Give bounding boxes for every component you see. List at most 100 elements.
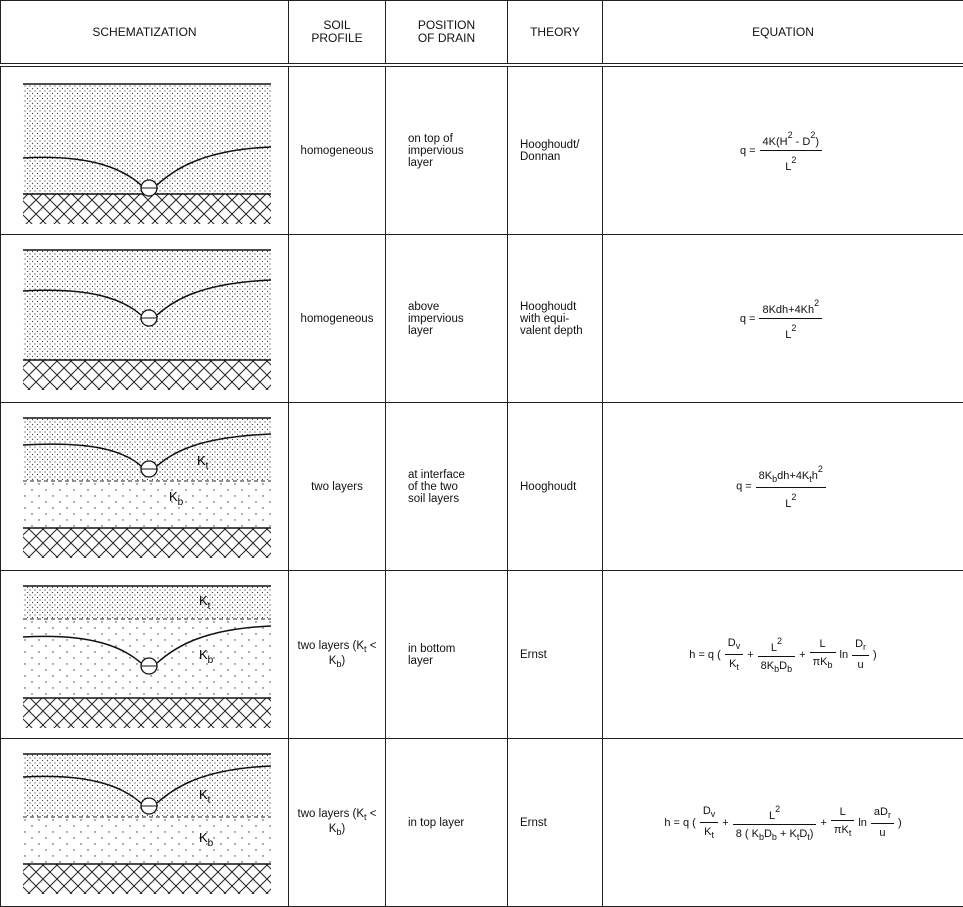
text-part: πK [834, 824, 849, 836]
label-sub: b [178, 497, 184, 508]
text-part: 4K(H [763, 136, 788, 148]
dense-soil [23, 250, 271, 360]
schematic-cell [1, 65, 289, 235]
text-part: 8 ( K [736, 828, 759, 840]
denominator: Kt [725, 655, 743, 673]
drain-position: in top layer [386, 739, 508, 907]
soil-profile: two layers (Kt < Kb) [289, 739, 386, 907]
theory: Hooghoudt with equi- valent depth [508, 235, 603, 403]
fraction: Dr u [852, 638, 869, 671]
numerator: 4K(H2 - D2) [760, 129, 823, 151]
header-cell: THEORY [508, 1, 603, 66]
sparse-soil [23, 817, 271, 864]
superscript: 2 [791, 323, 796, 333]
label-sub: t [208, 601, 211, 612]
numerator: Dv [700, 805, 718, 823]
text-part: h = q ( [689, 648, 721, 660]
denominator: πKb [810, 653, 836, 671]
header-text: EQUATION [603, 26, 963, 39]
impervious-layer [23, 360, 271, 390]
text-part: ln [840, 648, 849, 660]
subscript: r [888, 810, 891, 820]
text-part: u [879, 827, 885, 839]
fraction: Dv Kt [725, 637, 743, 673]
text-part: homogeneous [301, 313, 374, 325]
label-sub: b [208, 838, 214, 849]
header-cell: SCHEMATIZATION [1, 1, 289, 66]
text-part: q = [740, 144, 756, 156]
superscript: 2 [791, 155, 796, 165]
header-text: SCHEMATIZATION [1, 26, 288, 39]
fraction: aDr u [871, 806, 894, 839]
impervious-layer [23, 194, 271, 224]
numerator: Dr [852, 638, 869, 656]
soil-profile: two layers (Kt < Kb) [289, 571, 386, 739]
sparse-soil [23, 481, 271, 528]
theory: Ernst [508, 739, 603, 907]
text-part: + [747, 648, 753, 660]
text-part: - D [793, 136, 811, 148]
text-part: h = q ( [664, 816, 696, 828]
numerator: aDr [871, 806, 894, 824]
numerator: 8Kdh+4Kh2 [759, 297, 822, 319]
subscript: t [736, 662, 739, 672]
fraction: 4K(H2 - D2)L2 [760, 129, 823, 173]
header-text: POSITION OF DRAIN [411, 19, 483, 45]
text-part: q = [736, 480, 752, 492]
denominator: u [852, 656, 869, 671]
theory-text: Ernst [520, 649, 586, 661]
text-part: + K [777, 828, 797, 840]
label-base: K [199, 830, 208, 845]
impervious-layer [23, 698, 271, 728]
superscript: 2 [777, 636, 782, 646]
drain-position: on top of impervious layer [386, 65, 508, 235]
denominator: u [871, 824, 894, 839]
text-part: + [799, 648, 805, 660]
text-part: L [819, 638, 825, 650]
text-part: D [764, 828, 772, 840]
drain-position: above impervious layer [386, 235, 508, 403]
text-part: two layers (K [298, 808, 364, 820]
subscript: t [711, 830, 714, 840]
subscript: b [828, 660, 833, 670]
superscript: 2 [791, 492, 796, 502]
subscript: v [736, 641, 741, 651]
text-part: ) [898, 816, 902, 828]
text-part: ) [873, 648, 877, 660]
text-part: D [703, 805, 711, 817]
numerator: L2 [733, 803, 817, 825]
soil-profile: two layers [289, 403, 386, 571]
label-sub: t [208, 795, 211, 806]
text-part: u [857, 659, 863, 671]
equation: q = 4K(H2 - D2)L2 [603, 65, 963, 235]
text-part: L [840, 806, 846, 818]
denominator: Kt [700, 823, 718, 841]
theory: Hooghoudt [508, 403, 603, 571]
text-part: D [728, 637, 736, 649]
impervious-layer [23, 864, 271, 894]
text-part: two layers (K [298, 640, 364, 652]
theory: Ernst [508, 571, 603, 739]
text-part: + [820, 816, 826, 828]
subscript: b [787, 664, 792, 674]
label-base: K [197, 453, 206, 468]
denominator: L2 [760, 151, 823, 173]
soil-profile: homogeneous [289, 235, 386, 403]
drain-position-text: in bottom layer [408, 643, 470, 667]
text-part: ln [858, 816, 867, 828]
